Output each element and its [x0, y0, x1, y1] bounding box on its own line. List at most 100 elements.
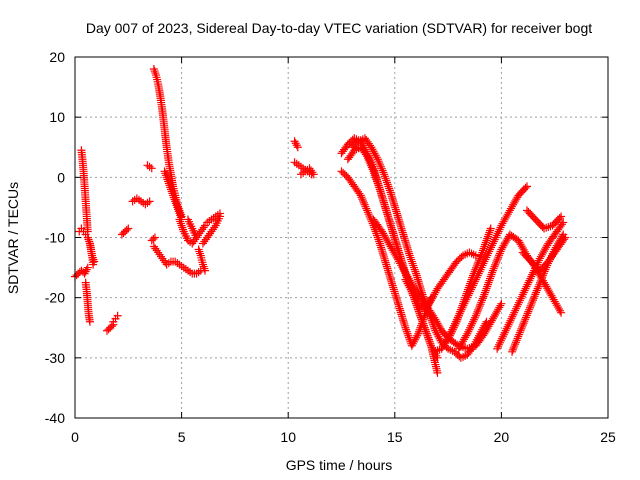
data-point: [479, 244, 488, 253]
data-point: [373, 233, 382, 242]
data-point: [418, 317, 427, 326]
data-point: [198, 260, 207, 269]
data-point: [471, 265, 480, 274]
data-point: [371, 173, 380, 182]
data-point: [368, 145, 377, 154]
data-point: [431, 288, 440, 297]
data-point: [557, 212, 566, 221]
data-point: [208, 225, 217, 234]
data-point: [373, 177, 382, 186]
data-point: [200, 237, 209, 246]
data-point: [513, 302, 522, 311]
y-tick-label: 0: [57, 169, 65, 185]
data-point: [489, 264, 498, 273]
data-point: [534, 256, 543, 265]
data-point: [488, 239, 497, 248]
data-point: [486, 224, 495, 233]
data-point: [453, 315, 462, 324]
data-point: [514, 298, 523, 307]
data-point: [407, 287, 416, 296]
data-point: [164, 179, 173, 188]
data-point: [366, 159, 375, 168]
data-point: [156, 252, 165, 261]
data-point: [417, 319, 426, 328]
data-point: [483, 251, 492, 260]
data-point: [188, 239, 197, 248]
data-point: [494, 227, 503, 236]
data-point: [308, 168, 317, 177]
data-point: [454, 311, 463, 320]
data-point: [522, 182, 531, 191]
data-point: [487, 270, 496, 279]
data-point: [496, 223, 505, 232]
data-point: [363, 152, 372, 161]
data-point: [476, 252, 485, 261]
data-point: [167, 187, 176, 196]
data-point: [206, 229, 215, 238]
data-point: [163, 175, 172, 184]
data-point: [370, 169, 379, 178]
data-point: [434, 332, 443, 341]
data-point: [363, 154, 372, 163]
data-point: [194, 245, 203, 254]
data-point: [559, 218, 568, 227]
data-point: [426, 339, 435, 348]
data-point: [375, 159, 384, 168]
data-point: [84, 235, 93, 244]
data-point: [149, 235, 158, 244]
data-point: [516, 294, 525, 303]
data-point: [459, 297, 468, 306]
data-point: [487, 241, 496, 250]
data-point: [372, 153, 381, 162]
data-point: [528, 296, 537, 305]
data-point: [513, 300, 522, 309]
y-tick-label: -20: [45, 290, 65, 306]
data-point: [407, 257, 416, 266]
data-point: [365, 212, 374, 221]
data-point: [369, 167, 378, 176]
data-point: [373, 231, 382, 240]
data-point: [525, 276, 534, 285]
data-point: [467, 249, 476, 258]
data-point: [173, 203, 182, 212]
data-point: [526, 274, 535, 283]
data-point: [406, 285, 415, 294]
data-point: [290, 137, 299, 146]
data-point: [405, 251, 414, 260]
data-point: [83, 227, 92, 236]
data-point: [485, 228, 494, 237]
data-point: [528, 270, 537, 279]
x-tick-label: 5: [178, 429, 186, 445]
data-point: [556, 306, 565, 315]
data-point: [482, 236, 491, 245]
y-tick-label: -10: [45, 230, 65, 246]
data-point: [113, 311, 122, 320]
data-point: [518, 322, 527, 331]
data-point: [422, 327, 431, 336]
data-point: [150, 67, 159, 76]
data-point: [512, 304, 521, 313]
data-point: [524, 307, 533, 316]
data-point: [538, 273, 547, 282]
data-point: [521, 183, 530, 192]
data-point: [376, 162, 385, 171]
data-point: [452, 317, 461, 326]
data-point: [414, 307, 423, 316]
data-point: [165, 181, 174, 190]
data-point: [174, 207, 183, 216]
data-point: [465, 325, 474, 334]
data-point: [195, 247, 204, 256]
data-point: [192, 233, 201, 242]
data-point: [490, 262, 499, 271]
data-point: [445, 331, 454, 340]
data-point: [200, 264, 209, 273]
data-point: [411, 293, 420, 302]
data-point: [518, 290, 527, 299]
data-point: [472, 309, 481, 318]
data-point: [500, 328, 509, 337]
data-point: [201, 266, 210, 275]
data-point: [481, 255, 490, 264]
data-point: [523, 280, 532, 289]
data-point: [495, 338, 504, 347]
data-point: [463, 287, 472, 296]
